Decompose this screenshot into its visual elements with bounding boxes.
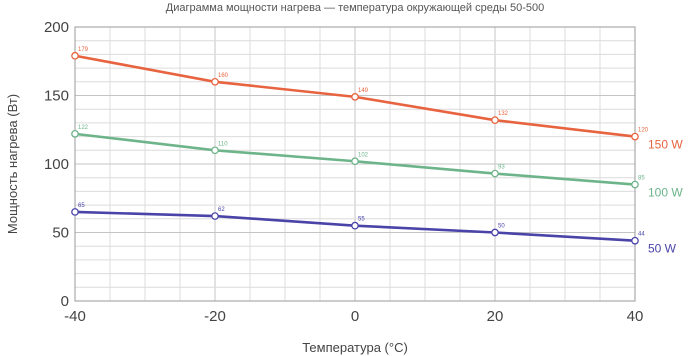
data-point bbox=[631, 180, 639, 189]
data-point bbox=[491, 169, 499, 178]
series-name-label: 150 W bbox=[648, 138, 683, 152]
x-tick-label: 20 bbox=[487, 308, 504, 325]
data-label: 62 bbox=[218, 207, 225, 213]
x-axis: -40 -20 0 20 40 bbox=[64, 308, 643, 325]
data-label: 44 bbox=[638, 232, 645, 238]
data-label: 102 bbox=[358, 152, 369, 158]
data-point bbox=[491, 228, 499, 237]
data-label: 50 bbox=[498, 224, 505, 230]
chart-title: Диаграмма мощности нагрева — температура… bbox=[166, 2, 544, 14]
series-name-label: 50 W bbox=[648, 242, 677, 256]
x-tick-label: -40 bbox=[64, 308, 86, 325]
y-axis: 0 50 100 150 200 bbox=[44, 19, 69, 310]
data-label: 93 bbox=[498, 165, 505, 171]
data-point bbox=[211, 212, 219, 220]
data-point bbox=[631, 236, 639, 245]
data-point bbox=[211, 77, 219, 86]
data-point bbox=[351, 157, 359, 166]
data-point bbox=[71, 51, 79, 60]
data-point bbox=[71, 130, 79, 138]
data-label: 55 bbox=[358, 217, 365, 223]
data-point bbox=[211, 146, 219, 155]
data-point bbox=[491, 116, 499, 125]
series-name-label: 100 W bbox=[648, 186, 683, 200]
x-axis-label: Температура (°C) bbox=[302, 340, 408, 355]
y-tick-label: 0 bbox=[61, 293, 69, 310]
data-point bbox=[71, 208, 79, 216]
data-point bbox=[631, 132, 639, 141]
data-label: 160 bbox=[218, 73, 229, 79]
data-point bbox=[351, 221, 359, 230]
plot-frame bbox=[74, 26, 636, 302]
data-label: 120 bbox=[638, 128, 649, 134]
data-label: 132 bbox=[498, 111, 509, 117]
y-tick-label: 100 bbox=[44, 156, 69, 173]
data-label: 122 bbox=[78, 125, 89, 131]
data-label: 179 bbox=[78, 47, 89, 53]
data-label: 65 bbox=[78, 203, 85, 209]
data-label: 85 bbox=[638, 176, 645, 182]
y-tick-label: 50 bbox=[52, 225, 69, 242]
x-tick-label: -20 bbox=[204, 308, 226, 325]
y-axis-label: Мощность нагрева (Вт) bbox=[5, 94, 20, 234]
series-150-w: 179 160 149 132 120 150 W bbox=[71, 47, 683, 152]
x-tick-label: 0 bbox=[351, 308, 359, 325]
x-tick-label: 40 bbox=[627, 308, 644, 325]
data-label: 149 bbox=[358, 88, 369, 94]
data-label: 110 bbox=[218, 141, 228, 147]
data-point bbox=[351, 93, 359, 101]
y-tick-label: 150 bbox=[44, 88, 69, 105]
y-tick-label: 200 bbox=[44, 19, 69, 36]
